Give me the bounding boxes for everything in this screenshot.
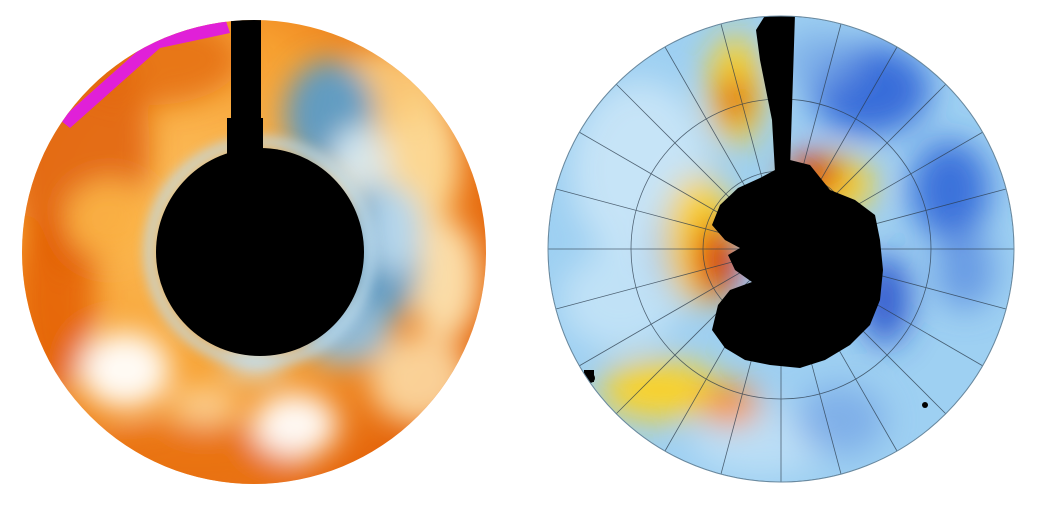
right-polar-map [547, 15, 1015, 483]
right-pole-stripe [756, 16, 795, 172]
right-landmass-mask [712, 160, 883, 368]
left-overflow-patch [60, 20, 230, 128]
right-map-rim [547, 15, 1015, 483]
left-polar-map [22, 20, 486, 484]
left-polar-mask [156, 148, 364, 356]
